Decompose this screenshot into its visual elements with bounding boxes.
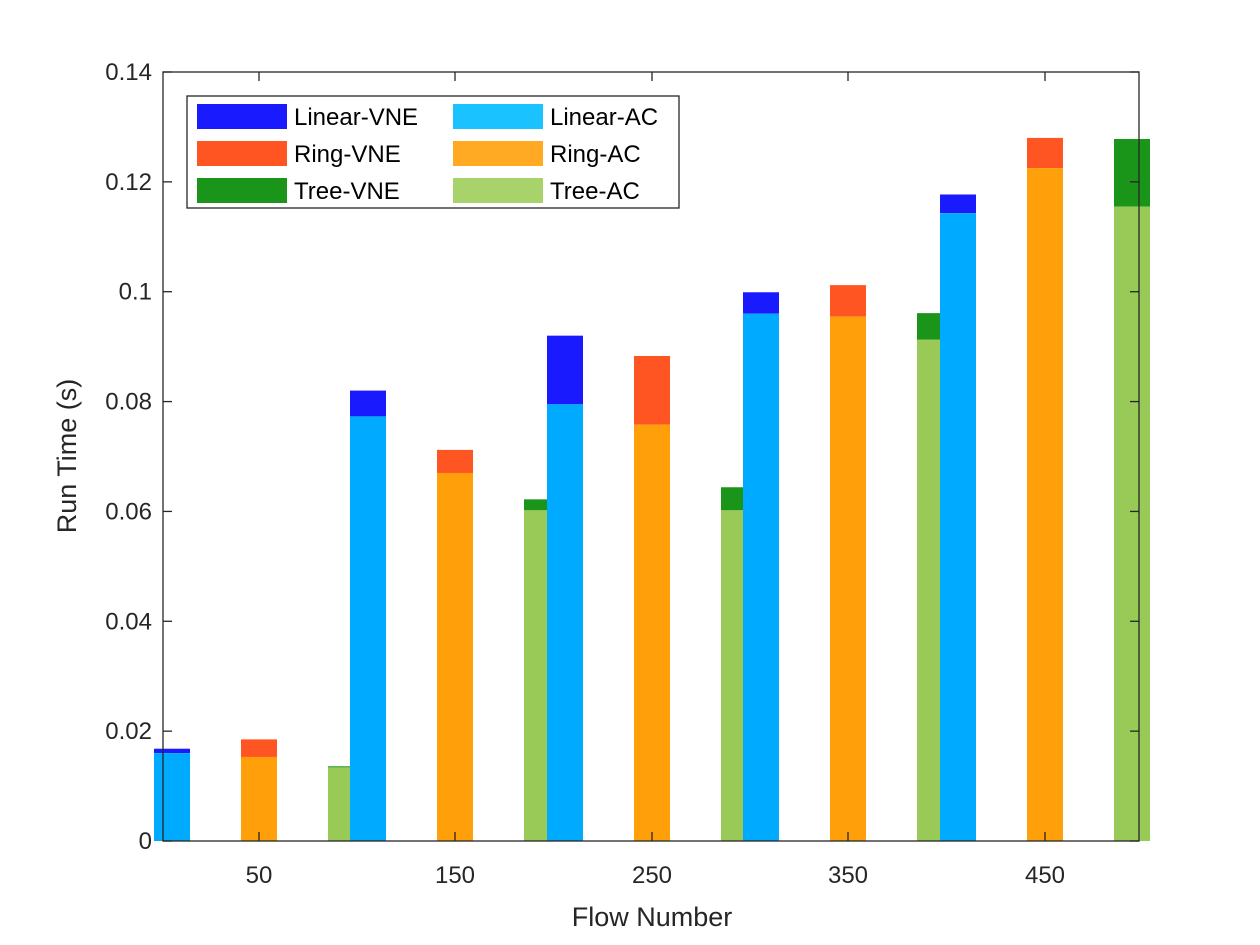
bar-tree-vne-150 bbox=[524, 499, 560, 511]
y-tick-label: 0 bbox=[139, 828, 152, 855]
bar-ring-ac-350 bbox=[830, 316, 866, 841]
bar-linear-vne-50 bbox=[154, 748, 190, 754]
y-tick-label: 0.14 bbox=[105, 59, 152, 86]
bar-ring-vne-350 bbox=[830, 285, 866, 317]
y-tick-label: 0.12 bbox=[105, 169, 152, 196]
x-tick-label: 50 bbox=[246, 862, 273, 889]
bar-ring-vne-250 bbox=[634, 355, 670, 425]
bar-ring-ac-250 bbox=[634, 424, 670, 841]
legend-label-tree-ac: Tree-AC bbox=[550, 178, 640, 205]
bar-ring-vne-150 bbox=[437, 449, 473, 473]
legend-label-ring-ac: Ring-AC bbox=[550, 141, 641, 168]
bar-ring-ac-150 bbox=[437, 472, 473, 841]
bar-linear-vne-350 bbox=[743, 292, 779, 314]
bar-linear-ac-150 bbox=[350, 416, 386, 841]
bar-tree-vne-450 bbox=[1114, 139, 1150, 207]
bar-ring-ac-450 bbox=[1027, 168, 1063, 841]
legend-label-linear-ac: Linear-AC bbox=[550, 104, 658, 131]
bar-linear-vne-450 bbox=[940, 194, 976, 214]
legend-label-ring-vne: Ring-VNE bbox=[294, 141, 401, 168]
x-tick-label: 350 bbox=[828, 862, 868, 889]
x-axis-title: Flow Number bbox=[572, 902, 733, 932]
bar-linear-ac-450 bbox=[940, 213, 976, 841]
y-axis-title: Run Time (s) bbox=[52, 379, 82, 534]
legend-swatch-tree-vne bbox=[197, 178, 287, 203]
y-tick-label: 0.08 bbox=[105, 389, 152, 416]
x-tick-label: 450 bbox=[1025, 862, 1065, 889]
legend-swatch-tree-ac bbox=[453, 178, 543, 203]
bar-ring-ac-50 bbox=[241, 756, 277, 841]
legend-label-linear-vne: Linear-VNE bbox=[294, 104, 418, 131]
bar-linear-vne-250 bbox=[547, 335, 583, 405]
bar-ring-vne-50 bbox=[241, 739, 277, 757]
bar-tree-ac-450 bbox=[1114, 206, 1150, 841]
axes-layer: 0 0.02 0.04 0.06 0.08 0.1 0.12 0.14 50 150 250 350 4… bbox=[105, 59, 1140, 889]
legend: Linear-VNE Linear-AC Ring-VNE Ring-AC Tree-V… bbox=[186, 95, 680, 209]
legend-swatch-ring-vne bbox=[197, 141, 287, 166]
bars-layer bbox=[154, 137, 1150, 842]
bar-linear-ac-350 bbox=[743, 313, 779, 842]
y-tick-label: 0.06 bbox=[105, 498, 152, 525]
legend-swatch-linear-ac bbox=[453, 104, 543, 129]
legend-label-tree-vne: Tree-VNE bbox=[294, 178, 400, 205]
bar-linear-ac-50 bbox=[154, 753, 190, 841]
legend-swatch-linear-vne bbox=[197, 104, 287, 129]
x-tick-label: 150 bbox=[435, 862, 475, 889]
y-tick-label: 0.02 bbox=[105, 718, 152, 745]
bar-ring-vne-450 bbox=[1027, 137, 1063, 169]
y-tick-label: 0.04 bbox=[105, 608, 152, 635]
x-tick-label: 250 bbox=[632, 862, 672, 889]
legend-swatch-ring-ac bbox=[453, 141, 543, 166]
bar-linear-ac-250 bbox=[547, 404, 583, 841]
bar-tree-vne-50 bbox=[328, 766, 364, 768]
bar-linear-vne-150 bbox=[350, 390, 386, 417]
y-tick-label: 0.1 bbox=[119, 279, 152, 306]
plot-frame bbox=[162, 71, 1140, 842]
